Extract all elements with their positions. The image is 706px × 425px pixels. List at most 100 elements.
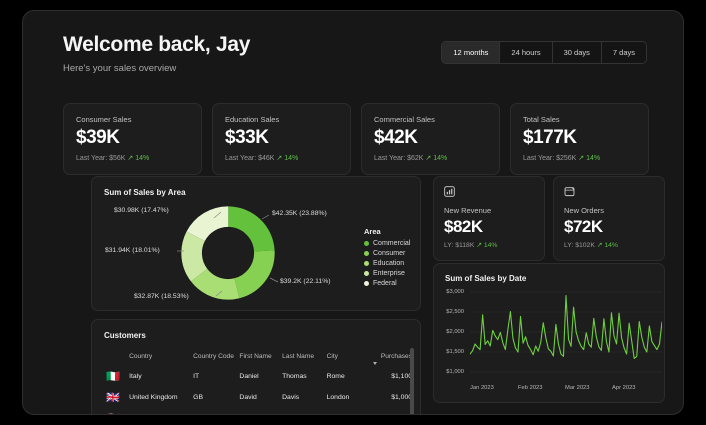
page-header: Welcome back, Jay Here's your sales over… (63, 33, 250, 74)
legend-label: Education (373, 260, 405, 267)
cell-country: United Kingdom (129, 394, 178, 401)
y-axis-tick: $2,000 (446, 329, 464, 335)
stat-card-new-orders[interactable]: New Orders $72K LY: $102K ↗ 14% (553, 176, 665, 261)
donut-chart[interactable] (180, 205, 276, 301)
y-axis-tick: $3,000 (446, 289, 464, 295)
stat-comparison: LY: $102K ↗ 14% (564, 241, 654, 249)
line-chart-container: $3,000 $2,500 $2,000 $1,500 $1,000 Jan 2… (434, 288, 666, 404)
kpi-comparison: Last Year: $62K ↗ 14% (374, 154, 487, 162)
legend-color-swatch (364, 241, 369, 246)
bar-chart-icon (444, 186, 455, 197)
legend-color-swatch (364, 281, 369, 286)
legend-label: Commercial (373, 240, 411, 247)
secondary-stat-row: New Revenue $82K LY: $118K ↗ 14% New Ord… (433, 176, 665, 261)
time-filter-12-months[interactable]: 12 months (442, 42, 501, 63)
trend-up-icon: ↗ (596, 242, 603, 249)
app-window: Welcome back, Jay Here's your sales over… (22, 10, 684, 415)
stat-label: New Revenue (444, 206, 492, 215)
table-header-purchases-label: Purchases (380, 352, 413, 360)
stat-comparison: LY: $118K ↗ 14% (444, 241, 534, 249)
donut-slice-consumer[interactable] (181, 206, 275, 300)
table-header-first-name[interactable]: First Name (239, 352, 272, 360)
sales-by-date-panel: Sum of Sales by Date $3,000 $2,500 $2,00… (433, 263, 665, 403)
kpi-value: $39K (76, 127, 120, 148)
kpi-card-row: Consumer Sales $39K Last Year: $56K ↗ 14… (63, 103, 649, 175)
line-chart[interactable] (470, 291, 662, 383)
kpi-card-education-sales[interactable]: Education Sales $33K Last Year: $46K ↗ 1… (212, 103, 351, 175)
sort-descending-icon (373, 361, 378, 365)
kpi-label: Commercial Sales (374, 115, 435, 124)
legend-title: Area (364, 227, 381, 236)
legend-item-education[interactable]: Education (364, 260, 410, 267)
legend-item-federal[interactable]: Federal (364, 280, 410, 287)
table-header-last-name[interactable]: Last Name (282, 352, 315, 360)
table-header-row: Country Country Code First Name Last Nam… (102, 346, 412, 366)
kpi-value: $33K (225, 127, 269, 148)
cell-purchases: $1,100 (391, 373, 413, 380)
legend-color-swatch (364, 251, 369, 256)
time-range-filter[interactable]: 12 months 24 hours 30 days 7 days (441, 41, 647, 64)
package-icon (564, 187, 575, 197)
table-header-city[interactable]: City (326, 352, 338, 360)
cell-first-name: David (239, 394, 257, 401)
donut-slice-federal[interactable] (181, 206, 275, 300)
stat-last-year: LY: $102K (564, 242, 595, 249)
legend-item-consumer[interactable]: Consumer (364, 250, 410, 257)
kpi-comparison: Last Year: $46K ↗ 14% (225, 154, 338, 162)
table-header-country[interactable]: Country (129, 352, 153, 360)
flag-icon-united-kingdom: 🇬🇧 (106, 392, 120, 404)
kpi-delta: 14% (135, 155, 150, 162)
cell-city: London (326, 394, 350, 401)
table-row[interactable]: 🇨🇦 Canada CA Lisa Thompson Toronto $900 (102, 408, 412, 414)
table-row[interactable]: 🇮🇹 Italy IT Daniel Thomas Rome $1,100 (102, 366, 412, 387)
sales-by-area-panel: Sum of Sales by Area (91, 176, 421, 311)
stat-card-new-revenue[interactable]: New Revenue $82K LY: $118K ↗ 14% (433, 176, 545, 261)
legend-item-commercial[interactable]: Commercial (364, 240, 410, 247)
trend-up-icon: ↗ (476, 242, 482, 249)
donut-leader-lines (177, 211, 279, 297)
cell-country: Italy (129, 373, 142, 380)
kpi-label: Consumer Sales (76, 115, 132, 124)
donut-label-federal: $31.94K (18.01%) (105, 247, 160, 254)
cell-code: GB (193, 394, 203, 401)
time-filter-24-hours[interactable]: 24 hours (500, 42, 553, 63)
donut-slice-education[interactable] (181, 206, 275, 300)
donut-slice-enterprise[interactable] (181, 206, 275, 300)
kpi-delta: 14% (284, 155, 299, 162)
page-title: Welcome back, Jay (63, 33, 251, 56)
donut-legend: Area Commercial Consumer Education (364, 227, 410, 290)
trend-up-icon: ↗ (578, 155, 585, 162)
y-axis-tick: $1,500 (446, 349, 464, 355)
legend-label: Enterprise (373, 270, 405, 277)
legend-color-swatch (364, 261, 369, 266)
kpi-comparison: Last Year: $256K ↗ 14% (523, 154, 636, 162)
flag-icon-italy: 🇮🇹 (106, 371, 120, 383)
stat-delta: 14% (483, 242, 498, 249)
kpi-card-consumer-sales[interactable]: Consumer Sales $39K Last Year: $56K ↗ 14… (63, 103, 202, 175)
legend-item-enterprise[interactable]: Enterprise (364, 270, 410, 277)
table-header-purchases[interactable]: Purchases (371, 352, 413, 365)
page-subtitle: Here's your sales overview (63, 63, 177, 74)
time-filter-30-days[interactable]: 30 days (552, 42, 602, 63)
x-axis-tick: Apr 2023 (612, 385, 636, 391)
x-axis-tick: Jan 2023 (470, 385, 494, 391)
kpi-card-total-sales[interactable]: Total Sales $177K Last Year: $256K ↗ 14% (510, 103, 649, 175)
kpi-card-commercial-sales[interactable]: Commercial Sales $42K Last Year: $62K ↗ … (361, 103, 500, 175)
table-header-country-code[interactable]: Country Code (193, 352, 234, 360)
cell-city: Rome (326, 373, 345, 380)
stat-last-year: LY: $118K (444, 242, 475, 249)
cell-code: IT (193, 373, 200, 380)
legend-label: Federal (373, 280, 397, 287)
stat-label: New Orders (564, 206, 605, 215)
table-scrollbar[interactable] (410, 348, 414, 414)
cell-first-name: Daniel (239, 373, 259, 380)
y-axis-tick: $2,500 (446, 309, 464, 315)
kpi-last-year: Last Year: $62K (374, 155, 424, 162)
table-row[interactable]: 🇬🇧 United Kingdom GB David Davis London … (102, 387, 412, 408)
stat-delta: 14% (604, 242, 618, 249)
trend-up-icon: ↗ (276, 155, 283, 162)
time-filter-7-days[interactable]: 7 days (601, 42, 646, 63)
cell-last-name: Davis (282, 394, 300, 401)
trend-up-icon: ↗ (127, 155, 134, 162)
kpi-delta: 14% (586, 155, 601, 162)
